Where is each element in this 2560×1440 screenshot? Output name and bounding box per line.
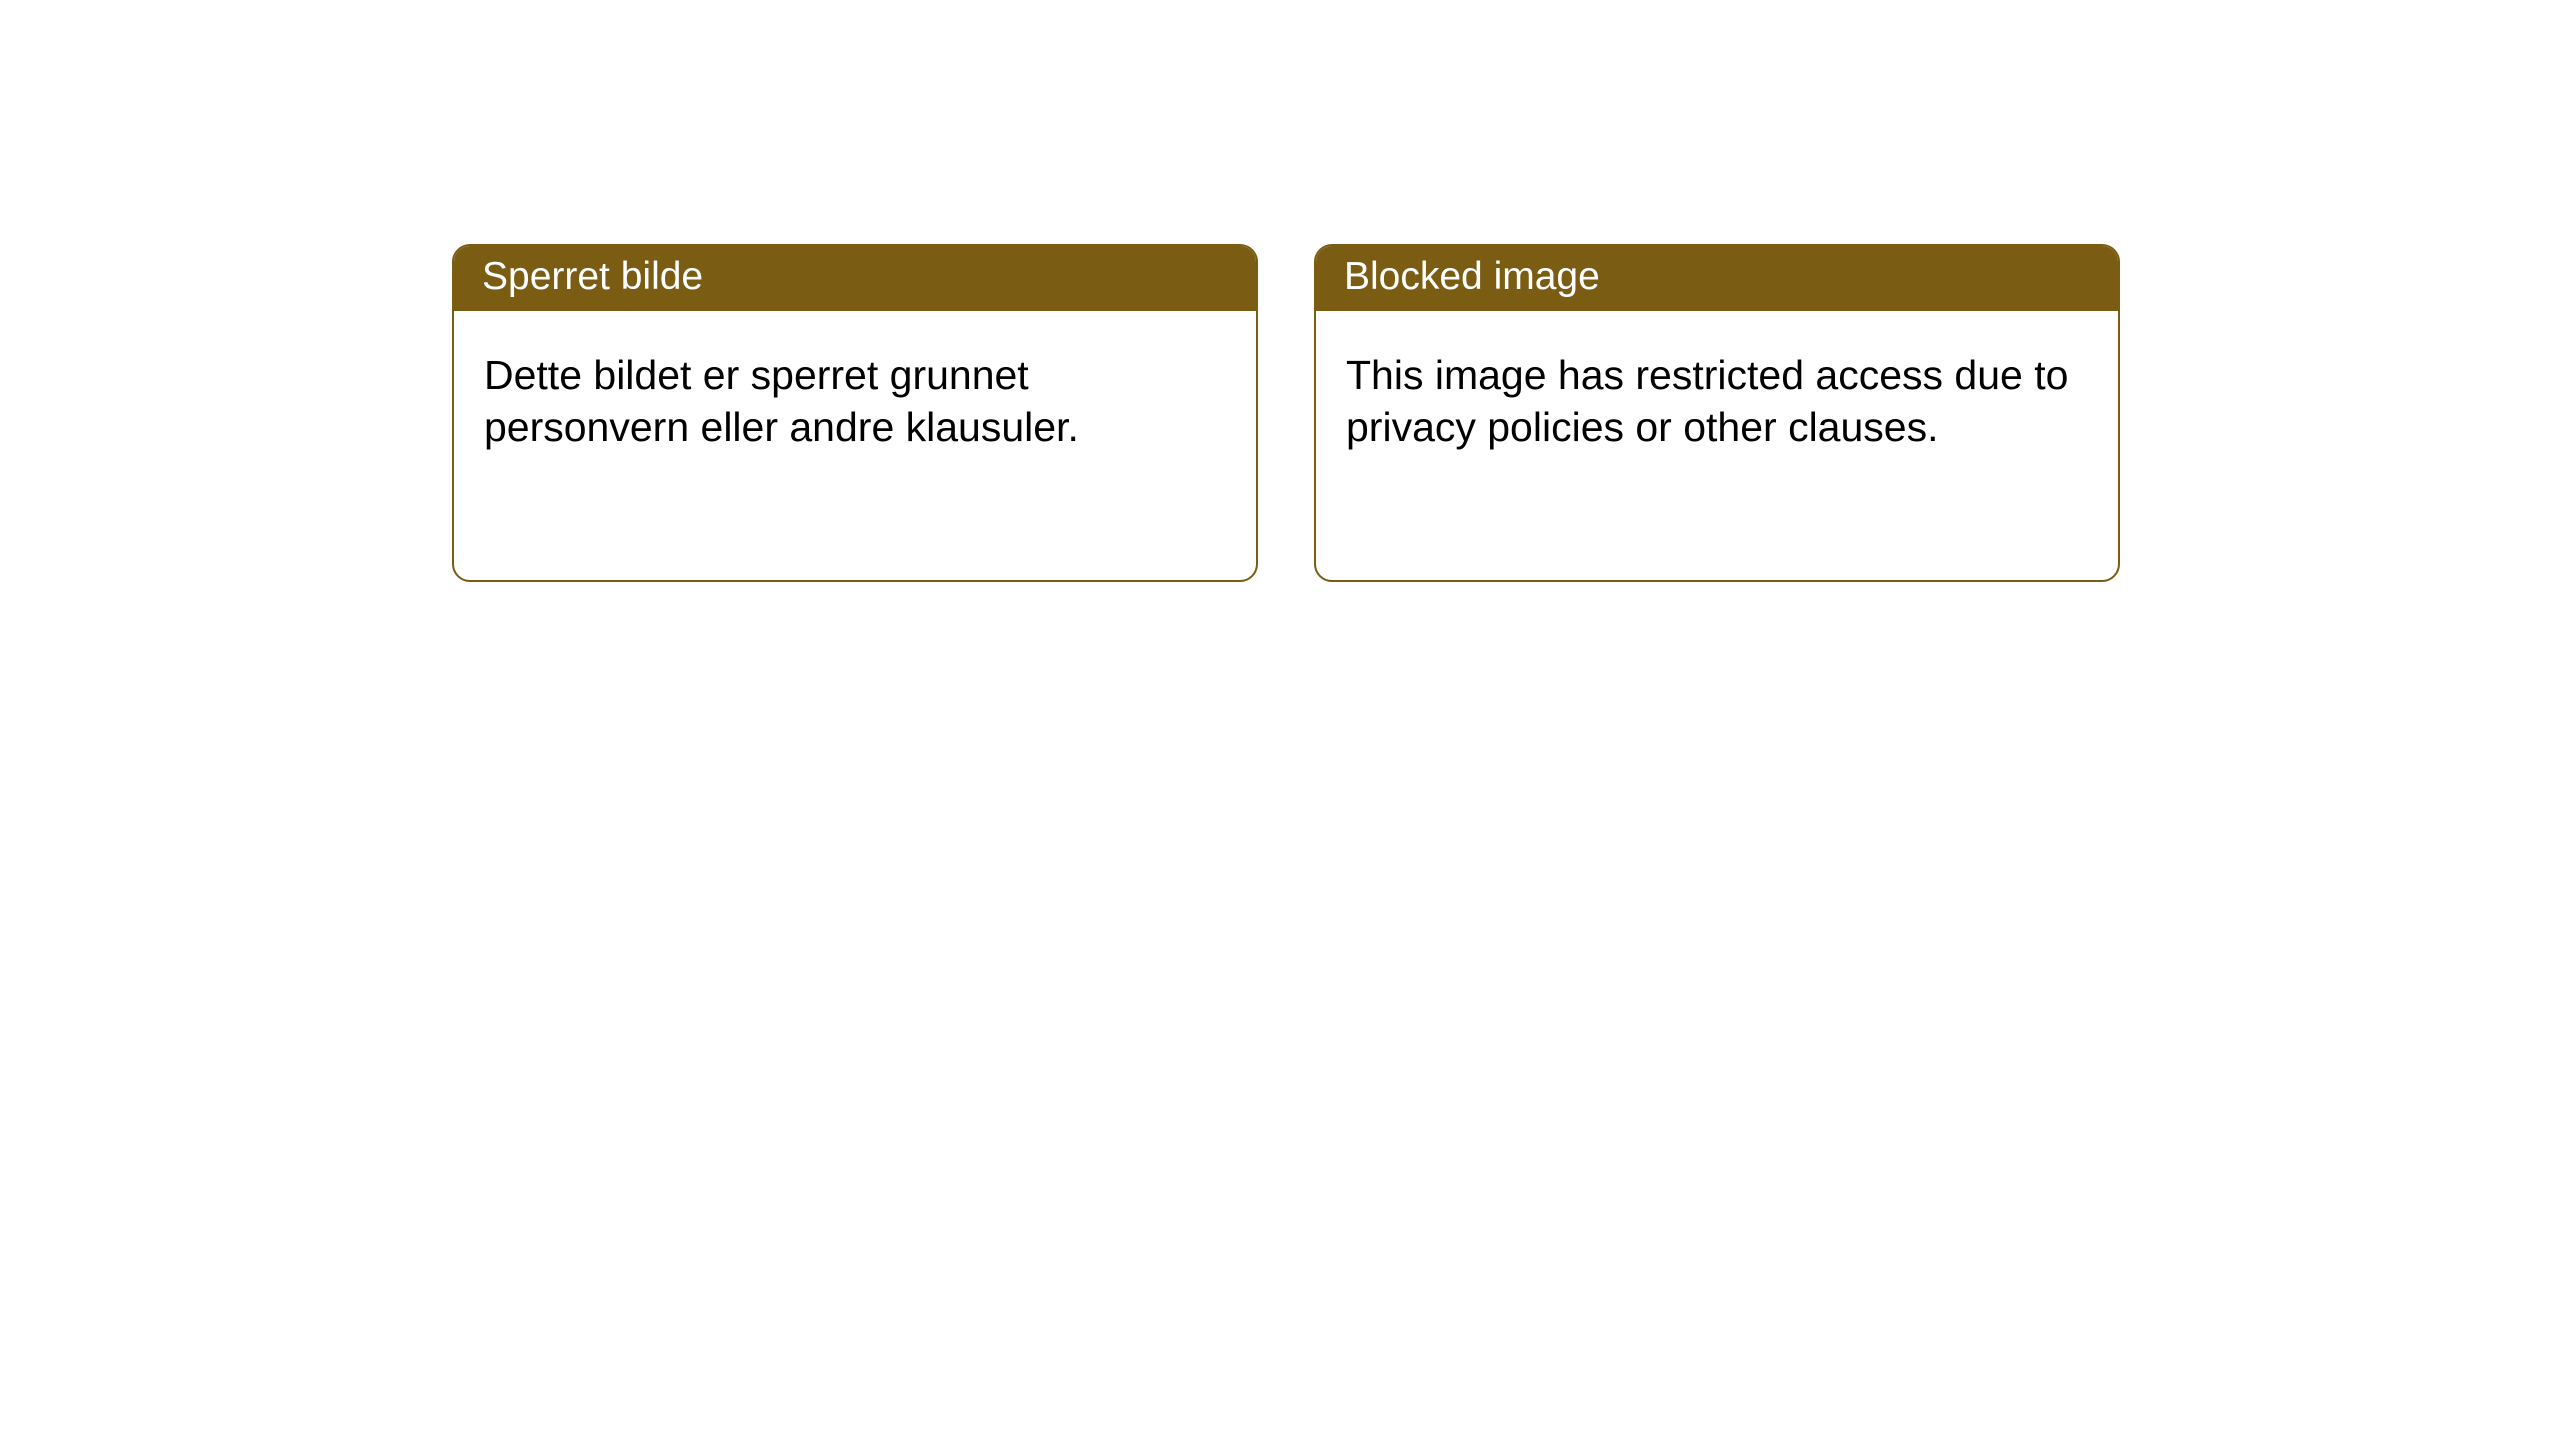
- notice-container: Sperret bilde Dette bildet er sperret gr…: [0, 0, 2560, 582]
- notice-header-norwegian: Sperret bilde: [454, 246, 1256, 311]
- notice-box-norwegian: Sperret bilde Dette bildet er sperret gr…: [452, 244, 1258, 582]
- notice-body-norwegian: Dette bildet er sperret grunnet personve…: [454, 311, 1256, 484]
- notice-box-english: Blocked image This image has restricted …: [1314, 244, 2120, 582]
- notice-body-english: This image has restricted access due to …: [1316, 311, 2118, 484]
- notice-header-english: Blocked image: [1316, 246, 2118, 311]
